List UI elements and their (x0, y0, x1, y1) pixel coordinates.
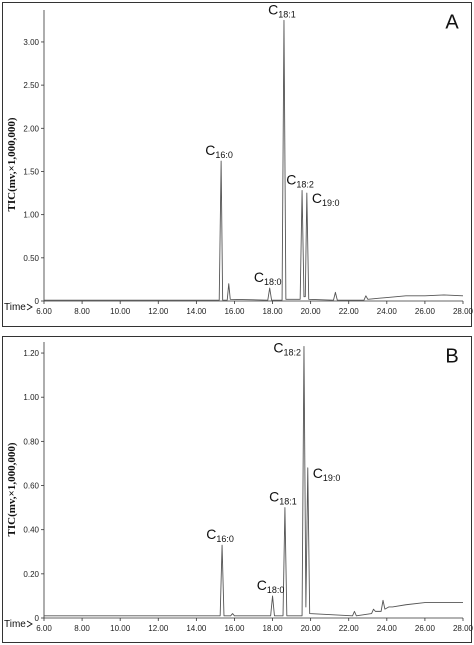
y-tick-label: 0.40 (23, 526, 39, 535)
x-tick-label: 12.00 (148, 624, 169, 633)
y-tick-label: 2.00 (23, 124, 39, 133)
x-tick-label: 16.00 (224, 624, 245, 633)
y-tick-label: 3.00 (23, 38, 39, 47)
peak-label-base: C (254, 269, 264, 285)
panel-frame (2, 336, 472, 643)
x-tick-label: 26.00 (415, 624, 436, 633)
peak-label-subscript: 16:0 (216, 534, 234, 544)
panel-label: B (445, 346, 458, 368)
peak-label-base: C (273, 339, 283, 355)
peak-label-base: C (257, 577, 267, 593)
y-tick-label: 0 (35, 614, 40, 623)
x-tick-label: 16.00 (224, 307, 245, 316)
peak-label-base: C (269, 489, 279, 505)
y-axis-label: TIC(mv,×1,000,000) (6, 117, 18, 211)
x-tick-label: 12.00 (148, 307, 169, 316)
peak-label-base: C (313, 465, 323, 481)
x-tick-label: 18.00 (263, 624, 284, 633)
peak-label: C19:0 (313, 465, 341, 483)
peak-label-base: C (268, 1, 278, 17)
peak-label-subscript: 18:1 (279, 497, 297, 507)
y-axis-label: TIC(mv,×1,000,000) (6, 442, 18, 536)
x-tick-label: 10.00 (110, 307, 131, 316)
peak-label: C18:1 (268, 1, 296, 19)
panel-label: A (445, 12, 459, 34)
x-tick-label: 28.00 (453, 307, 474, 316)
x-tick-label: 20.00 (301, 307, 322, 316)
peak-label-base: C (286, 171, 296, 187)
x-tick-label: 22.00 (339, 624, 360, 633)
peak-label: C16:0 (206, 526, 234, 544)
x-tick-label: 14.00 (186, 624, 207, 633)
x-axis-arrow (26, 303, 33, 311)
peak-label-base: C (312, 190, 322, 206)
x-tick-label: 20.00 (301, 624, 322, 633)
y-tick-label: 0.50 (23, 254, 39, 263)
peak-label-subscript: 18:2 (296, 179, 314, 189)
peak-label: C18:0 (257, 577, 285, 595)
y-tick-label: 0.60 (23, 482, 39, 491)
x-axis-label: Time (4, 619, 26, 630)
chromatogram-line (44, 19, 464, 301)
peak-label: C18:1 (269, 489, 297, 507)
x-tick-label: 6.00 (36, 307, 52, 316)
panel-frame (2, 2, 472, 327)
x-tick-label: 8.00 (74, 624, 90, 633)
peak-label: C18:0 (254, 269, 282, 287)
peak-label-subscript: 16:0 (215, 150, 233, 160)
peak-label-subscript: 18:1 (278, 9, 296, 19)
y-tick-label: 1.00 (23, 393, 39, 402)
chromatogram-line (44, 345, 463, 617)
peak-label: C18:2 (273, 339, 301, 357)
x-tick-label: 14.00 (186, 307, 207, 316)
peak-label: C19:0 (312, 190, 340, 208)
y-tick-label: 1.50 (23, 167, 39, 176)
x-tick-label: 8.00 (74, 307, 90, 316)
y-tick-label: 0.20 (23, 570, 39, 579)
peak-label-subscript: 18:0 (267, 585, 285, 595)
x-tick-label: 28.00 (453, 624, 474, 633)
peak-label-subscript: 18:0 (264, 277, 282, 287)
x-tick-label: 6.00 (36, 624, 52, 633)
x-tick-label: 24.00 (377, 307, 398, 316)
y-tick-label: 0.80 (23, 437, 39, 446)
x-tick-label: 26.00 (415, 307, 436, 316)
y-tick-label: 0 (35, 297, 40, 306)
x-tick-label: 24.00 (377, 624, 398, 633)
peak-label-base: C (205, 142, 215, 158)
x-tick-label: 18.00 (263, 307, 284, 316)
peak-label-subscript: 18:2 (283, 347, 301, 357)
peak-label-subscript: 19:0 (323, 473, 341, 483)
peak-label-base: C (206, 526, 216, 542)
peak-label-subscript: 19:0 (322, 198, 340, 208)
x-axis-label: Time (4, 302, 26, 313)
x-tick-label: 10.00 (110, 624, 131, 633)
y-tick-label: 2.50 (23, 81, 39, 90)
y-tick-label: 1.00 (23, 211, 39, 220)
x-tick-label: 22.00 (339, 307, 360, 316)
peak-label: C18:2 (286, 171, 314, 189)
peak-label: C16:0 (205, 142, 233, 160)
y-tick-label: 1.20 (23, 349, 39, 358)
x-axis-arrow (26, 620, 33, 628)
